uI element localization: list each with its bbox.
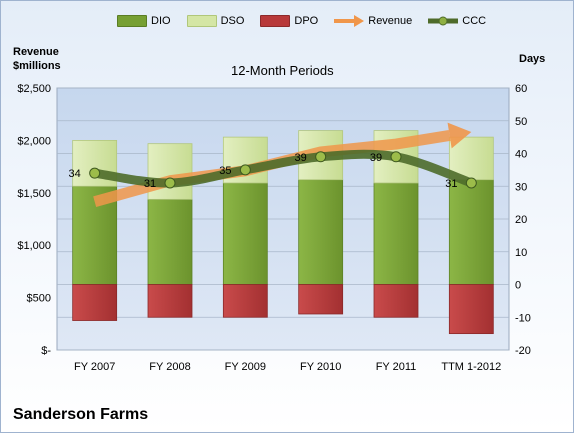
left-tick-label: $1,000 bbox=[17, 240, 51, 252]
ccc-data-label: 39 bbox=[370, 152, 382, 164]
ccc-data-label: 39 bbox=[295, 152, 307, 164]
right-tick-label: 20 bbox=[515, 214, 527, 226]
ccc-line bbox=[90, 149, 476, 188]
left-axis-label-line1: Revenue bbox=[13, 46, 59, 58]
ccc-point bbox=[239, 164, 251, 176]
ccc-point bbox=[315, 151, 327, 163]
left-axis-label-line2: $millions bbox=[13, 60, 61, 72]
legend-item-dpo: DPO bbox=[260, 15, 318, 27]
legend-item-dso: DSO bbox=[186, 15, 245, 27]
bar-dio bbox=[147, 198, 193, 285]
revenue-arrowhead bbox=[447, 122, 472, 149]
ccc-point bbox=[390, 151, 402, 163]
right-tick-label: 30 bbox=[515, 181, 527, 193]
bar-dpo bbox=[222, 284, 268, 318]
bar-dio bbox=[448, 179, 494, 285]
category-label: FY 2011 bbox=[376, 361, 417, 373]
legend-swatch-dso bbox=[186, 15, 217, 27]
legend-item-dio: DIO bbox=[117, 15, 171, 27]
right-tick-label: 40 bbox=[515, 149, 527, 161]
bar-dpo bbox=[448, 284, 494, 335]
bar-dpo bbox=[147, 284, 193, 318]
ccc-data-label: 31 bbox=[144, 178, 156, 190]
right-tick-label: 50 bbox=[515, 116, 527, 128]
bar-dso bbox=[147, 143, 193, 200]
bar-dpo bbox=[72, 284, 118, 321]
category-label: FY 2010 bbox=[300, 361, 341, 373]
legend-label-dso: DSO bbox=[220, 15, 245, 27]
legend-item-ccc: CCC bbox=[428, 15, 486, 27]
ccc-point bbox=[465, 177, 477, 189]
right-tick-label: 60 bbox=[515, 83, 527, 95]
right-axis-label: Days bbox=[519, 53, 546, 65]
legend-label-ccc: CCC bbox=[462, 15, 487, 27]
legend-label-dpo: DPO bbox=[294, 15, 319, 27]
chart-title: 12-Month Periods bbox=[231, 63, 334, 78]
legend-swatch-dio bbox=[117, 15, 147, 27]
ccc-data-label: 35 bbox=[219, 165, 231, 177]
legend-line-marker-icon bbox=[428, 16, 459, 26]
legend-arrow-icon bbox=[334, 15, 365, 27]
bar-dpo bbox=[373, 284, 419, 318]
category-label: TTM 1-2012 bbox=[441, 361, 501, 373]
category-label: FY 2007 bbox=[74, 361, 115, 373]
legend-label-revenue: Revenue bbox=[368, 15, 413, 27]
left-tick-label: $2,500 bbox=[17, 83, 51, 95]
bar-dio bbox=[373, 182, 419, 285]
company-name: Sanderson Farms bbox=[13, 406, 149, 423]
bar-dio bbox=[298, 179, 344, 285]
right-tick-label: 0 bbox=[515, 280, 521, 292]
right-tick-label: 10 bbox=[515, 247, 527, 259]
legend-swatch-dpo bbox=[260, 15, 291, 27]
ccc-data-label: 31 bbox=[445, 178, 457, 190]
category-label: FY 2008 bbox=[149, 361, 190, 373]
legend: DIO DSO DPO Revenue CCC bbox=[117, 15, 502, 27]
right-tick-label: -20 bbox=[515, 345, 531, 357]
left-tick-label: $500 bbox=[27, 293, 51, 305]
right-tick-label: -10 bbox=[515, 312, 531, 324]
ccc-point bbox=[89, 167, 101, 179]
bar-dio bbox=[222, 182, 268, 285]
left-tick-label: $2,000 bbox=[17, 135, 51, 147]
legend-label-dio: DIO bbox=[151, 15, 171, 27]
bar-dpo bbox=[298, 284, 344, 315]
ccc-point bbox=[164, 177, 176, 189]
legend-item-revenue: Revenue bbox=[334, 15, 412, 27]
ccc-data-label: 34 bbox=[69, 168, 81, 180]
left-tick-label: $1,500 bbox=[17, 188, 51, 200]
category-label: FY 2009 bbox=[225, 361, 266, 373]
left-tick-label: $- bbox=[41, 345, 51, 357]
